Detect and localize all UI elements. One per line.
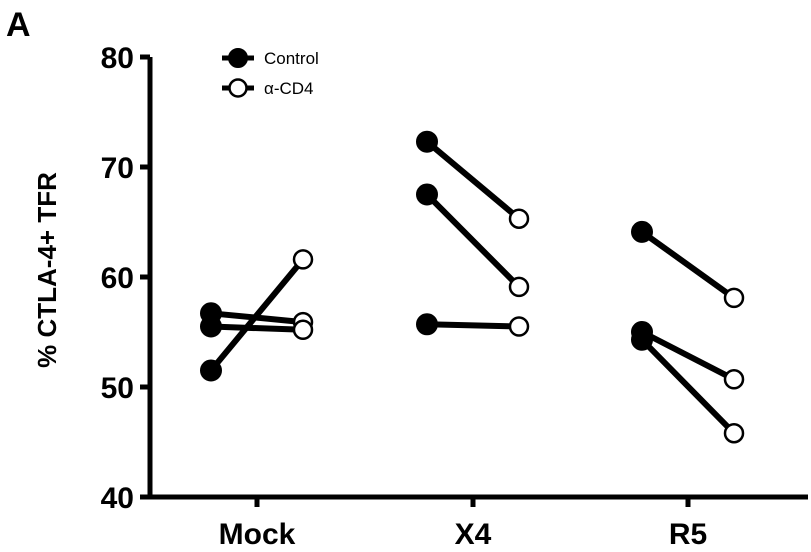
pair-line (425, 139, 521, 222)
treated-point (292, 249, 314, 270)
control-point (416, 313, 438, 336)
pair-line (210, 323, 304, 333)
treated-point (508, 276, 530, 298)
treated-point (508, 316, 530, 337)
x-ticks: Mock X4 R5 (219, 497, 707, 551)
y-tick-label: 60 (101, 262, 134, 295)
legend-marker-control (228, 48, 248, 68)
pair-line (426, 321, 520, 330)
control-point (200, 315, 222, 338)
treated-point (292, 319, 314, 341)
panel-letter: A (6, 6, 31, 44)
treated-point (723, 369, 745, 390)
y-tick-label: 70 (101, 152, 134, 185)
y-axis-title: % CTLA-4+ TFR (32, 172, 62, 368)
control-point (416, 130, 438, 153)
treated-point (723, 287, 745, 309)
control-point (631, 220, 653, 243)
y-tick-label: 80 (101, 42, 134, 75)
y-tick-label: 40 (101, 482, 134, 515)
x-tick-label: Mock (219, 518, 296, 551)
legend-label: Control (264, 49, 319, 68)
legend: Control α-CD4 (222, 48, 319, 98)
control-point (200, 359, 222, 382)
control-point (631, 328, 653, 351)
treated-point (723, 422, 745, 444)
pair-line (639, 337, 737, 436)
legend-label: α-CD4 (264, 79, 314, 98)
treated-point (508, 208, 530, 229)
x-tick-label: R5 (669, 518, 707, 551)
y-ticks: 40 50 60 70 80 (101, 42, 150, 515)
pair-line (424, 192, 522, 290)
x-tick-label: X4 (455, 518, 492, 551)
pair-line (640, 329, 736, 382)
y-tick-label: 50 (101, 372, 134, 405)
pair-line (640, 229, 736, 301)
pair-line (208, 257, 306, 373)
control-point (416, 183, 438, 206)
data-series (200, 130, 745, 444)
legend-marker-treated (228, 78, 248, 98)
